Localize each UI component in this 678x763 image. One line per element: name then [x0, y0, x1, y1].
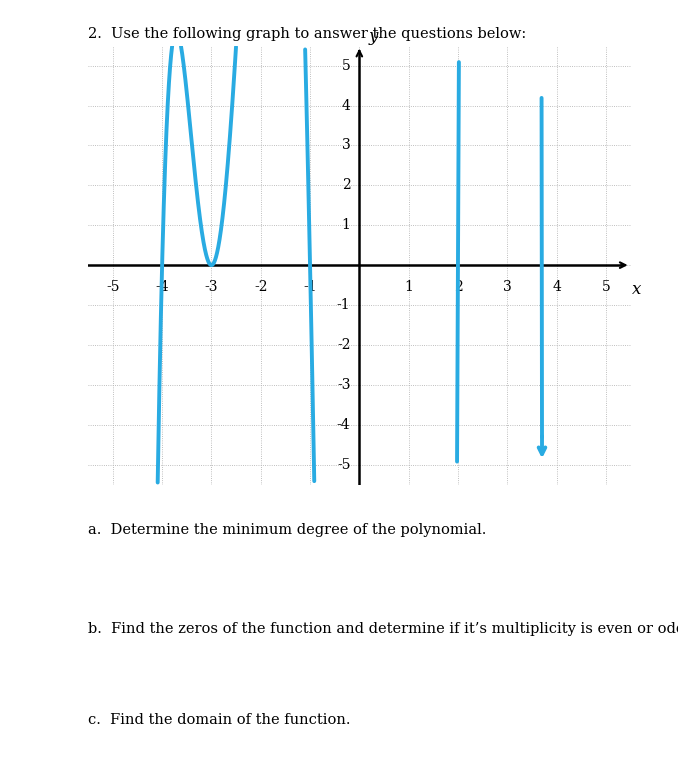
Text: -2: -2	[337, 338, 351, 352]
Text: 2: 2	[454, 280, 462, 295]
Text: b.  Find the zeros of the function and determine if it’s multiplicity is even or: b. Find the zeros of the function and de…	[88, 622, 678, 636]
Text: 3: 3	[342, 139, 351, 153]
Text: a.  Determine the minimum degree of the polynomial.: a. Determine the minimum degree of the p…	[88, 523, 487, 536]
Text: 2.  Use the following graph to answer the questions below:: 2. Use the following graph to answer the…	[88, 27, 526, 40]
Text: -5: -5	[106, 280, 119, 295]
Text: -1: -1	[303, 280, 317, 295]
Text: -4: -4	[155, 280, 169, 295]
Text: -4: -4	[337, 417, 351, 432]
Text: y: y	[368, 28, 378, 45]
Text: 1: 1	[342, 218, 351, 232]
Text: 5: 5	[601, 280, 610, 295]
Text: x: x	[631, 281, 641, 298]
Text: -3: -3	[205, 280, 218, 295]
Text: 5: 5	[342, 59, 351, 72]
Text: -1: -1	[337, 298, 351, 312]
Text: 3: 3	[503, 280, 512, 295]
Text: 4: 4	[342, 98, 351, 113]
Text: 2: 2	[342, 179, 351, 192]
Text: -3: -3	[337, 378, 351, 391]
Text: 4: 4	[552, 280, 561, 295]
Text: 1: 1	[404, 280, 413, 295]
Text: -5: -5	[337, 458, 351, 472]
Text: c.  Find the domain of the function.: c. Find the domain of the function.	[88, 713, 351, 727]
Text: -2: -2	[254, 280, 268, 295]
